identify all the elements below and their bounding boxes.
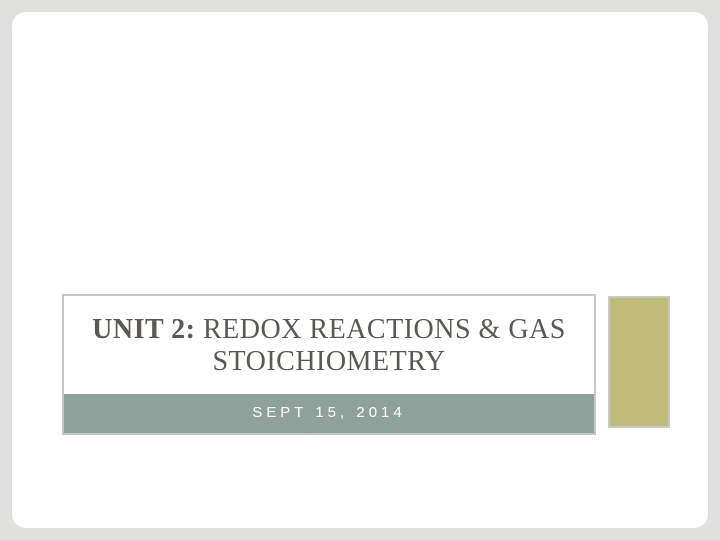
title-area: UNIT 2: REDOX REACTIONS & GAS STOICHIOME… (64, 296, 594, 394)
title-bold-part: UNIT 2: (92, 314, 195, 345)
title-light-part: REDOX REACTIONS & GAS STOICHIOMETRY (195, 314, 565, 377)
accent-box (608, 296, 670, 428)
slide-card (12, 12, 708, 528)
title-block: UNIT 2: REDOX REACTIONS & GAS STOICHIOME… (62, 294, 596, 435)
subtitle-bar: SEPT 15, 2014 (64, 394, 594, 433)
